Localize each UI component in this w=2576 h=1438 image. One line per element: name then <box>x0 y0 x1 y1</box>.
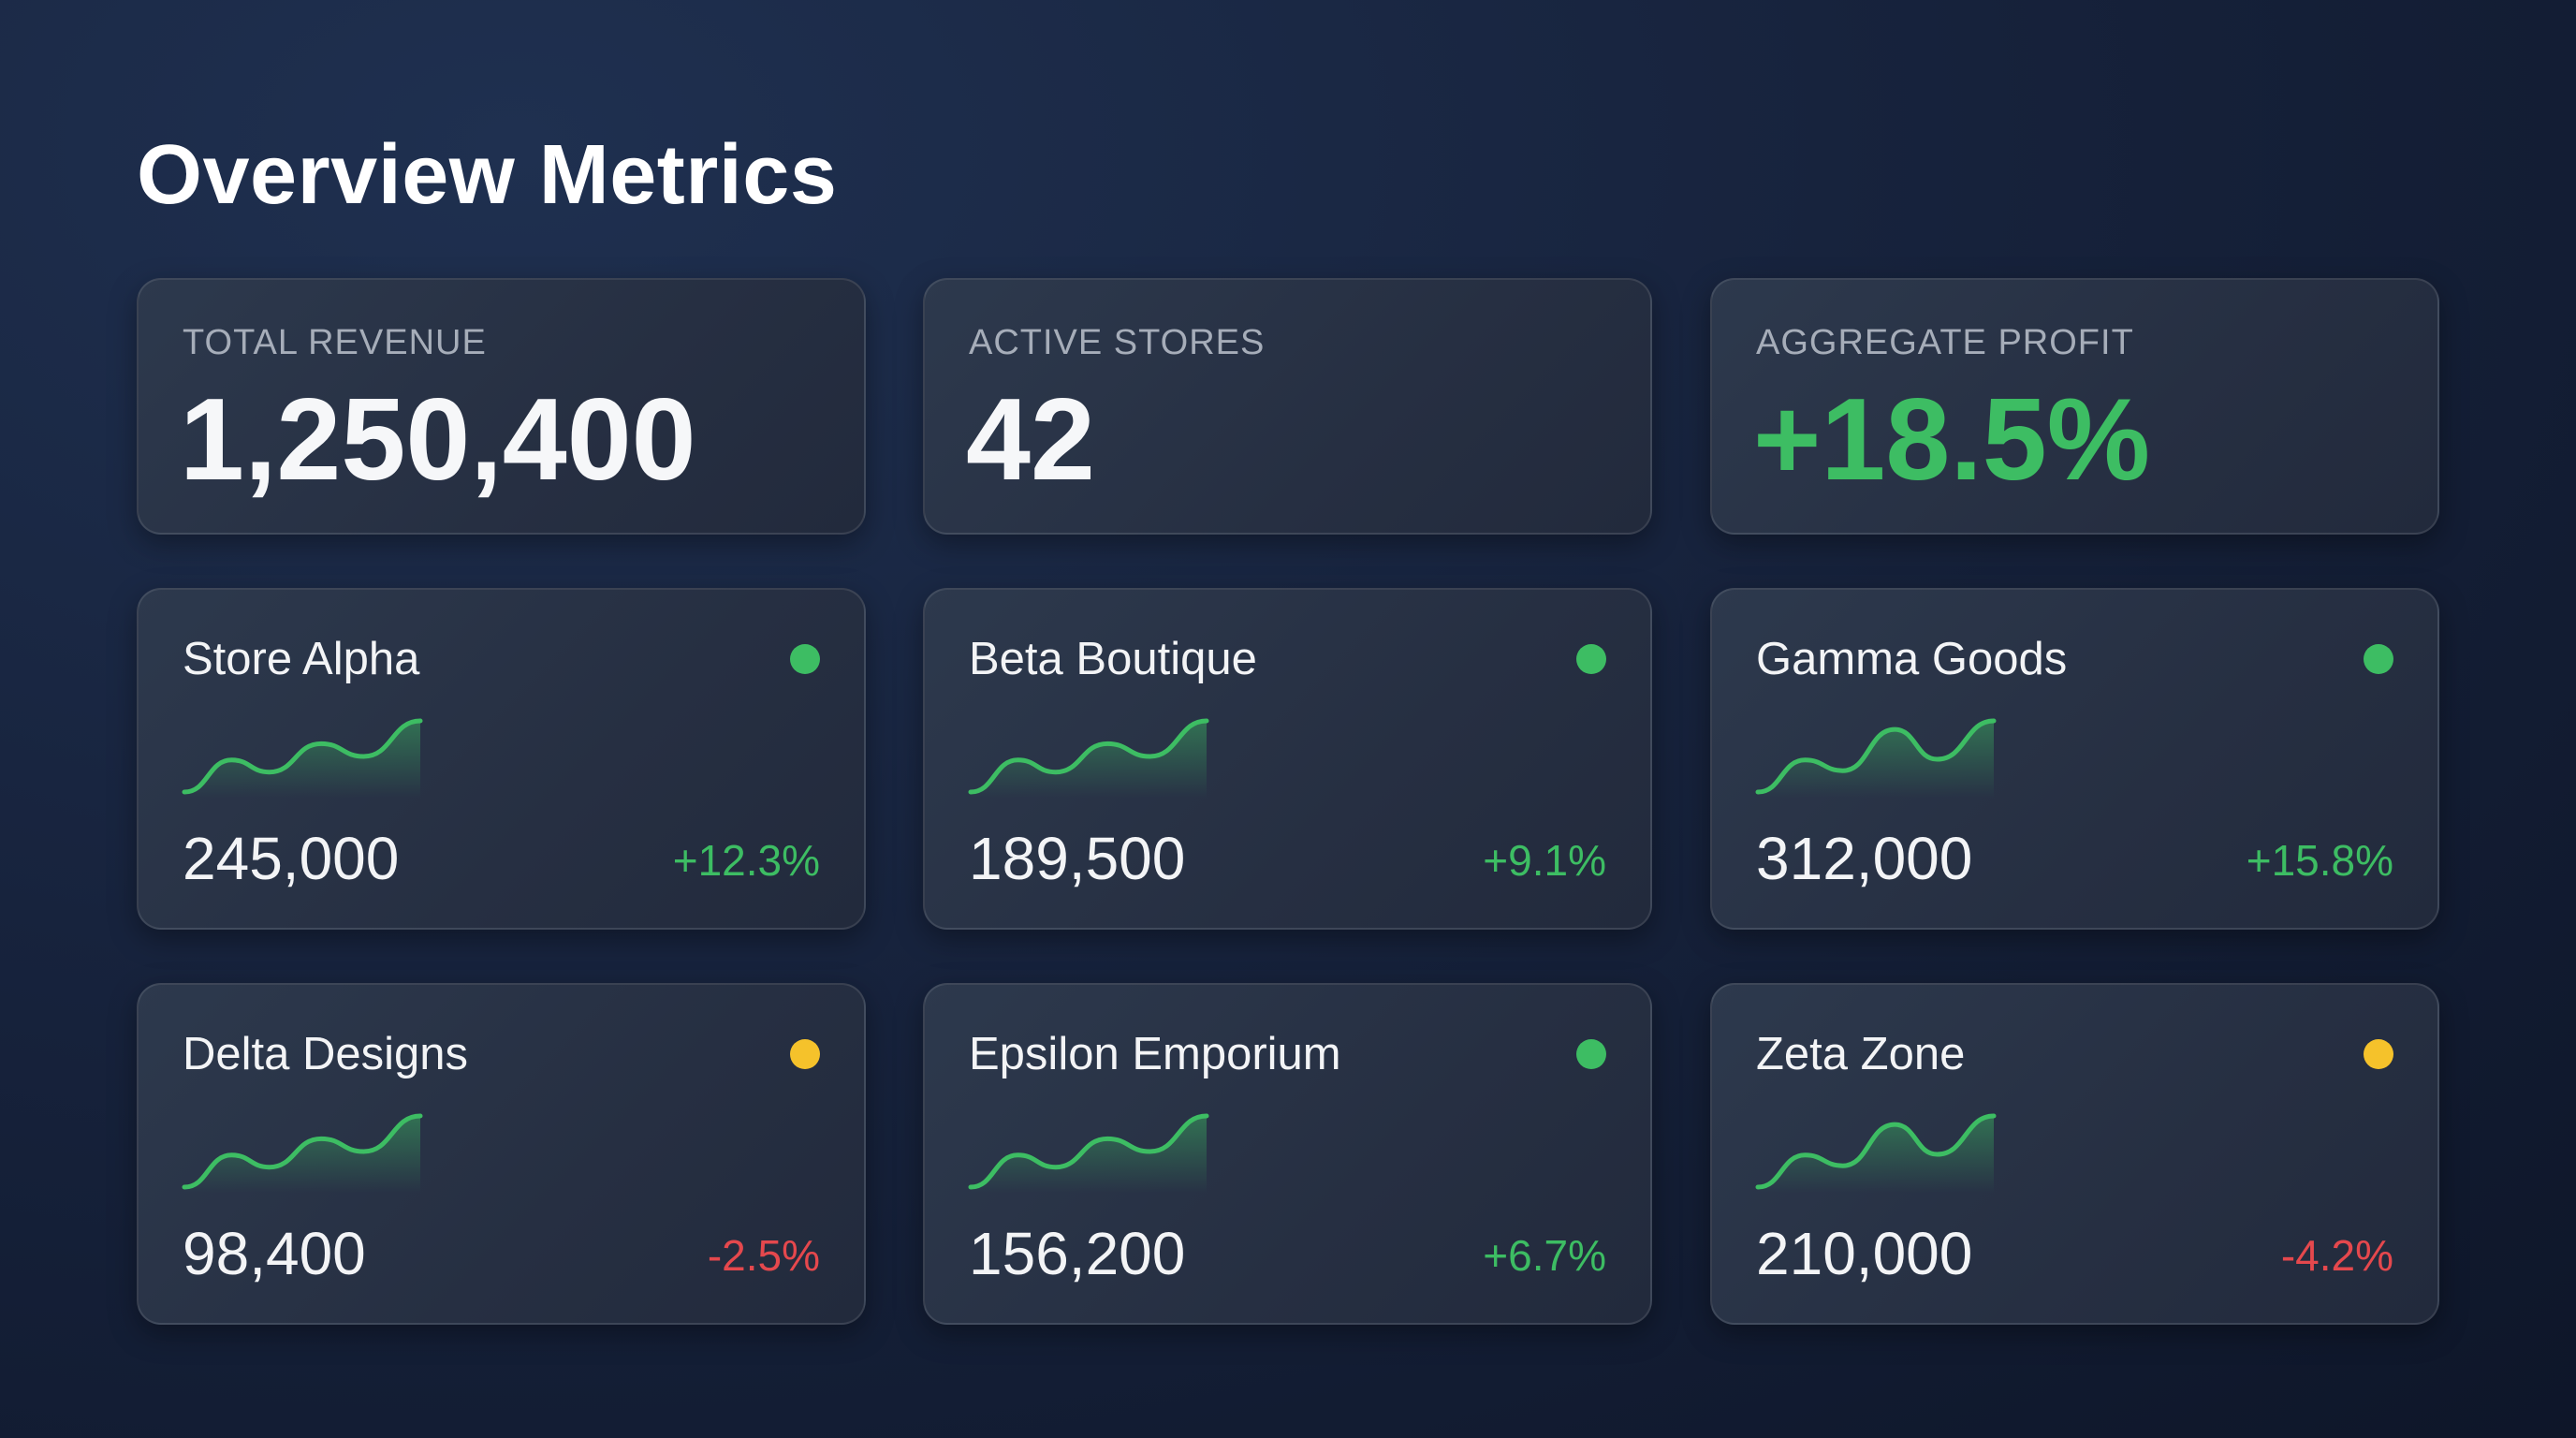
status-dot-icon <box>790 1039 820 1069</box>
store-value: 210,000 <box>1756 1220 1973 1287</box>
store-change: -2.5% <box>707 1231 820 1280</box>
sparkline-area <box>971 1116 1207 1193</box>
summary-label: ACTIVE STORES <box>969 323 1266 362</box>
sparkline-line <box>182 718 423 795</box>
summary-card-active-stores: ACTIVE STORES 42 <box>923 278 1652 535</box>
summary-value: 42 <box>966 375 1095 505</box>
sparkline-chart <box>968 1113 1209 1193</box>
store-card[interactable]: Beta Boutique 189,500 +9.1% <box>923 588 1652 930</box>
sparkline-chart <box>1755 718 1997 798</box>
store-change: -4.2% <box>2280 1231 2393 1280</box>
summary-value: +18.5% <box>1753 375 2151 505</box>
sparkline-chart <box>1755 1113 1997 1193</box>
summary-card-total-revenue: TOTAL REVENUE 1,250,400 <box>137 278 866 535</box>
sparkline-area <box>971 721 1207 798</box>
store-name: Epsilon Emporium <box>969 1029 1341 1079</box>
sparkline-chart <box>968 718 1209 798</box>
sparkline-line <box>1755 1113 1997 1190</box>
store-value: 189,500 <box>969 825 1186 892</box>
summary-label: TOTAL REVENUE <box>183 323 487 362</box>
store-name: Store Alpha <box>183 634 420 684</box>
store-value: 156,200 <box>969 1220 1186 1287</box>
sparkline-chart <box>182 1113 423 1193</box>
sparkline-line <box>182 1113 423 1190</box>
page-title: Overview Metrics <box>137 128 838 222</box>
store-value: 312,000 <box>1756 825 1973 892</box>
status-dot-icon <box>1576 644 1606 674</box>
sparkline-area <box>184 721 420 798</box>
status-dot-icon <box>790 644 820 674</box>
store-card[interactable]: Zeta Zone 210,000 -4.2% <box>1710 983 2439 1325</box>
store-value: 245,000 <box>183 825 400 892</box>
summary-card-aggregate-profit: AGGREGATE PROFIT +18.5% <box>1710 278 2439 535</box>
sparkline-line <box>968 1113 1209 1190</box>
sparkline-line <box>1755 718 1997 795</box>
store-change: +6.7% <box>1483 1231 1606 1280</box>
store-card[interactable]: Epsilon Emporium 156,200 +6.7% <box>923 983 1652 1325</box>
store-card[interactable]: Delta Designs 98,400 -2.5% <box>137 983 866 1325</box>
store-name: Beta Boutique <box>969 634 1257 684</box>
store-name: Delta Designs <box>183 1029 469 1079</box>
status-dot-icon <box>2364 644 2393 674</box>
store-change: +15.8% <box>2246 836 2393 885</box>
sparkline-chart <box>182 718 423 798</box>
sparkline-area <box>1758 721 1994 798</box>
sparkline-area <box>184 1116 420 1193</box>
sparkline-area <box>1758 1116 1994 1193</box>
status-dot-icon <box>2364 1039 2393 1069</box>
store-card[interactable]: Gamma Goods 312,000 +15.8% <box>1710 588 2439 930</box>
store-name: Zeta Zone <box>1756 1029 1966 1079</box>
store-card[interactable]: Store Alpha 245,000 +12.3% <box>137 588 866 930</box>
summary-value: 1,250,400 <box>180 375 696 505</box>
store-name: Gamma Goods <box>1756 634 2068 684</box>
store-change: +12.3% <box>672 836 820 885</box>
store-value: 98,400 <box>183 1220 366 1287</box>
store-change: +9.1% <box>1483 836 1606 885</box>
summary-label: AGGREGATE PROFIT <box>1756 323 2134 362</box>
status-dot-icon <box>1576 1039 1606 1069</box>
sparkline-line <box>968 718 1209 795</box>
